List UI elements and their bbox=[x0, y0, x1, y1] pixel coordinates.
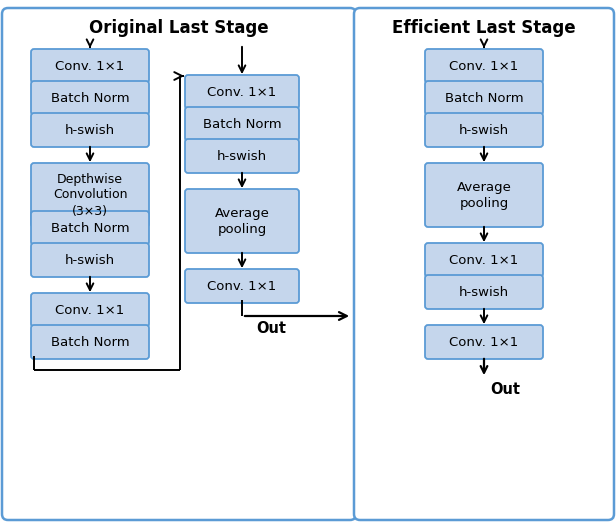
Text: Average
pooling: Average pooling bbox=[456, 180, 511, 209]
FancyBboxPatch shape bbox=[425, 325, 543, 359]
Text: Conv. 1×1: Conv. 1×1 bbox=[450, 59, 519, 73]
Text: Depthwise
Convolution
(3×3): Depthwise Convolution (3×3) bbox=[53, 173, 128, 217]
FancyBboxPatch shape bbox=[31, 243, 149, 277]
FancyBboxPatch shape bbox=[31, 163, 149, 227]
Text: h-swish: h-swish bbox=[459, 124, 509, 137]
Text: Conv. 1×1: Conv. 1×1 bbox=[450, 254, 519, 267]
Text: h-swish: h-swish bbox=[65, 254, 115, 267]
FancyBboxPatch shape bbox=[31, 81, 149, 115]
Text: h-swish: h-swish bbox=[217, 149, 267, 163]
Text: Conv. 1×1: Conv. 1×1 bbox=[208, 86, 277, 98]
FancyBboxPatch shape bbox=[31, 325, 149, 359]
Text: Batch Norm: Batch Norm bbox=[445, 92, 524, 105]
FancyBboxPatch shape bbox=[425, 113, 543, 147]
FancyBboxPatch shape bbox=[425, 163, 543, 227]
Text: Batch Norm: Batch Norm bbox=[51, 336, 129, 349]
Text: Batch Norm: Batch Norm bbox=[51, 221, 129, 235]
FancyBboxPatch shape bbox=[425, 81, 543, 115]
FancyBboxPatch shape bbox=[185, 269, 299, 303]
Text: Conv. 1×1: Conv. 1×1 bbox=[450, 336, 519, 349]
Text: Original Last Stage: Original Last Stage bbox=[89, 19, 269, 37]
Text: h-swish: h-swish bbox=[65, 124, 115, 137]
FancyBboxPatch shape bbox=[425, 49, 543, 83]
Text: Out: Out bbox=[256, 321, 286, 336]
FancyBboxPatch shape bbox=[31, 293, 149, 327]
FancyBboxPatch shape bbox=[31, 113, 149, 147]
Text: Batch Norm: Batch Norm bbox=[203, 117, 282, 130]
FancyBboxPatch shape bbox=[31, 49, 149, 83]
FancyBboxPatch shape bbox=[31, 211, 149, 245]
FancyBboxPatch shape bbox=[425, 243, 543, 277]
FancyBboxPatch shape bbox=[354, 8, 614, 520]
Text: Out: Out bbox=[490, 382, 520, 397]
Text: Efficient Last Stage: Efficient Last Stage bbox=[392, 19, 576, 37]
Text: Batch Norm: Batch Norm bbox=[51, 92, 129, 105]
Text: Average
pooling: Average pooling bbox=[214, 207, 269, 236]
Text: Conv. 1×1: Conv. 1×1 bbox=[55, 304, 124, 317]
Text: h-swish: h-swish bbox=[459, 286, 509, 298]
FancyBboxPatch shape bbox=[2, 8, 356, 520]
FancyBboxPatch shape bbox=[425, 275, 543, 309]
FancyBboxPatch shape bbox=[185, 75, 299, 109]
Text: Conv. 1×1: Conv. 1×1 bbox=[208, 279, 277, 292]
FancyBboxPatch shape bbox=[185, 189, 299, 253]
Text: Conv. 1×1: Conv. 1×1 bbox=[55, 59, 124, 73]
FancyBboxPatch shape bbox=[185, 107, 299, 141]
FancyBboxPatch shape bbox=[185, 139, 299, 173]
